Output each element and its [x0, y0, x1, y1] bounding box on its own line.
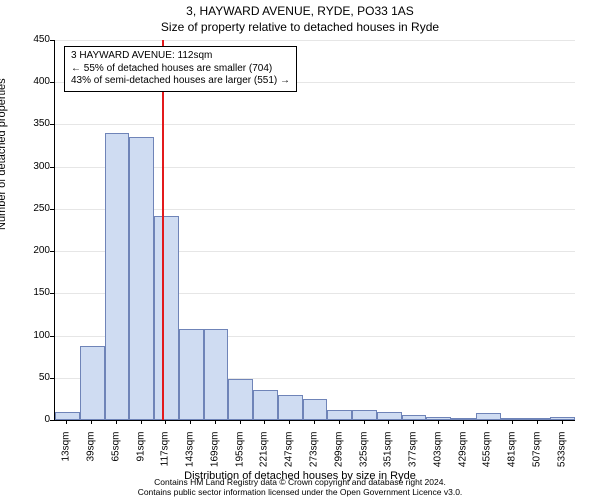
- y-tick-label: 450: [10, 34, 50, 45]
- y-tick-mark: [50, 293, 54, 294]
- x-tick-label: 117sqm: [160, 432, 171, 478]
- plot-area: [54, 40, 575, 421]
- x-tick-mark: [141, 420, 142, 424]
- annotation-line2: ← 55% of detached houses are smaller (70…: [71, 63, 290, 76]
- x-tick-mark: [116, 420, 117, 424]
- x-tick-label: 507sqm: [531, 432, 542, 478]
- x-tick-mark: [438, 420, 439, 424]
- histogram-bar: [377, 412, 402, 420]
- histogram-bar: [352, 410, 377, 420]
- y-tick-mark: [50, 40, 54, 41]
- footer-line2: Contains public sector information licen…: [0, 487, 600, 497]
- histogram-bar: [179, 329, 204, 420]
- histogram-bar: [303, 399, 328, 420]
- histogram-bar: [451, 418, 476, 420]
- chart-frame: 3, HAYWARD AVENUE, RYDE, PO33 1AS Size o…: [0, 0, 600, 500]
- x-tick-label: 91sqm: [135, 432, 146, 478]
- x-tick-mark: [537, 420, 538, 424]
- grid-line: [55, 124, 575, 125]
- y-tick-mark: [50, 124, 54, 125]
- y-tick-label: 200: [10, 245, 50, 256]
- histogram-bar: [426, 417, 451, 420]
- x-tick-mark: [364, 420, 365, 424]
- y-tick-mark: [50, 82, 54, 83]
- x-tick-mark: [487, 420, 488, 424]
- x-tick-mark: [240, 420, 241, 424]
- footer-line1: Contains HM Land Registry data © Crown c…: [0, 477, 600, 487]
- y-tick-label: 350: [10, 118, 50, 129]
- annotation-line3: 43% of semi-detached houses are larger (…: [71, 75, 290, 88]
- x-tick-label: 39sqm: [86, 432, 97, 478]
- x-tick-label: 13sqm: [61, 432, 72, 478]
- x-tick-label: 221sqm: [259, 432, 270, 478]
- histogram-bar: [80, 346, 105, 420]
- histogram-bar: [327, 410, 352, 420]
- x-tick-label: 169sqm: [209, 432, 220, 478]
- y-tick-label: 150: [10, 287, 50, 298]
- y-tick-label: 400: [10, 76, 50, 87]
- y-tick-label: 250: [10, 203, 50, 214]
- x-tick-label: 325sqm: [358, 432, 369, 478]
- x-tick-mark: [339, 420, 340, 424]
- x-tick-mark: [91, 420, 92, 424]
- x-tick-mark: [215, 420, 216, 424]
- y-tick-mark: [50, 420, 54, 421]
- y-tick-mark: [50, 336, 54, 337]
- histogram-bar: [204, 329, 229, 420]
- x-tick-mark: [66, 420, 67, 424]
- footer-text: Contains HM Land Registry data © Crown c…: [0, 477, 600, 497]
- histogram-bar: [129, 137, 154, 420]
- x-tick-mark: [289, 420, 290, 424]
- x-tick-mark: [314, 420, 315, 424]
- histogram-bar: [525, 418, 550, 420]
- x-tick-mark: [463, 420, 464, 424]
- histogram-bar: [154, 216, 179, 420]
- y-tick-mark: [50, 167, 54, 168]
- x-tick-label: 247sqm: [284, 432, 295, 478]
- x-tick-mark: [562, 420, 563, 424]
- y-tick-mark: [50, 209, 54, 210]
- x-tick-mark: [264, 420, 265, 424]
- x-tick-label: 351sqm: [383, 432, 394, 478]
- x-tick-label: 481sqm: [507, 432, 518, 478]
- histogram-bar: [278, 395, 303, 420]
- y-tick-mark: [50, 378, 54, 379]
- histogram-bar: [253, 390, 278, 420]
- y-tick-label: 50: [10, 372, 50, 383]
- histogram-bar: [55, 412, 80, 420]
- chart-title-line2: Size of property relative to detached ho…: [0, 20, 600, 34]
- histogram-bar: [105, 133, 130, 420]
- x-tick-label: 143sqm: [185, 432, 196, 478]
- y-tick-label: 300: [10, 161, 50, 172]
- y-tick-mark: [50, 251, 54, 252]
- histogram-bar: [550, 417, 575, 420]
- chart-title-line1: 3, HAYWARD AVENUE, RYDE, PO33 1AS: [0, 4, 600, 18]
- y-tick-label: 0: [10, 414, 50, 425]
- x-tick-label: 273sqm: [309, 432, 320, 478]
- grid-line: [55, 40, 575, 41]
- x-tick-label: 533sqm: [556, 432, 567, 478]
- y-axis-label: Number of detached properties: [0, 78, 8, 230]
- x-tick-mark: [388, 420, 389, 424]
- annotation-line1: 3 HAYWARD AVENUE: 112sqm: [71, 50, 290, 63]
- x-tick-label: 65sqm: [110, 432, 121, 478]
- x-tick-label: 455sqm: [482, 432, 493, 478]
- x-tick-label: 299sqm: [333, 432, 344, 478]
- x-tick-label: 403sqm: [432, 432, 443, 478]
- histogram-bar: [476, 413, 501, 420]
- x-tick-label: 429sqm: [457, 432, 468, 478]
- x-tick-label: 377sqm: [408, 432, 419, 478]
- histogram-bar: [228, 379, 253, 420]
- annotation-box: 3 HAYWARD AVENUE: 112sqm ← 55% of detach…: [64, 46, 297, 92]
- y-tick-label: 100: [10, 330, 50, 341]
- reference-line: [162, 40, 164, 420]
- x-tick-label: 195sqm: [234, 432, 245, 478]
- x-tick-mark: [165, 420, 166, 424]
- x-tick-mark: [413, 420, 414, 424]
- x-tick-mark: [512, 420, 513, 424]
- x-tick-mark: [190, 420, 191, 424]
